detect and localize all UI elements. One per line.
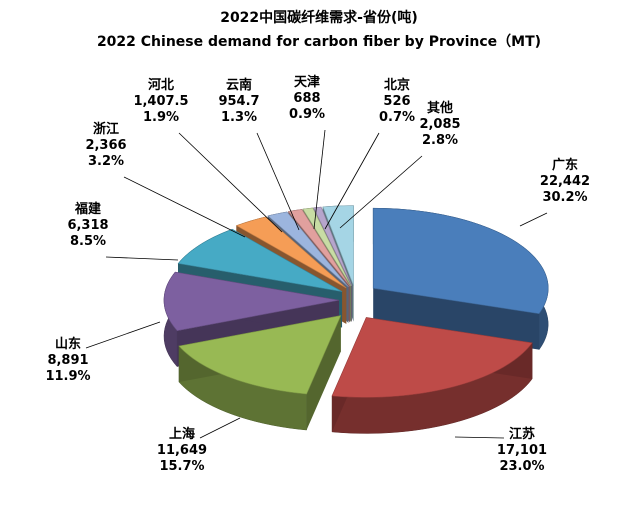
slice-7 — [287, 209, 351, 287]
slice-label-name-9: 北京 — [384, 77, 410, 93]
slice-label-percent-label-10: 2.8% — [422, 133, 458, 148]
slice-label-percent-label-8: 0.9% — [289, 107, 325, 122]
slice-8 — [302, 207, 352, 287]
slice-label-value-label-5: 2,366 — [85, 138, 126, 153]
leader-lines — [85, 129, 548, 439]
leader-line-4 — [105, 256, 179, 261]
slice-label-name-8: 天津 — [294, 74, 320, 90]
leader-line-7 — [256, 132, 300, 231]
slice-label-name-1: 江苏 — [509, 426, 535, 442]
leader-line-8 — [313, 129, 326, 230]
slice-5 — [235, 216, 347, 289]
slice-label-value-label-1: 17,101 — [497, 443, 547, 458]
slice-4 — [177, 228, 343, 292]
slice-label-percent-label-7: 1.3% — [221, 110, 257, 125]
slice-label-value-label-9: 526 — [383, 94, 410, 109]
chart-subtitle: 2022 Chinese demand for carbon fiber by … — [97, 34, 541, 50]
slice-edge-0-1 — [373, 288, 540, 350]
slice-label-percent-label-3: 11.9% — [45, 369, 90, 384]
slice-0 — [372, 207, 549, 315]
slice-label-name-5: 浙江 — [93, 121, 119, 137]
slice-label-name-2: 上海 — [169, 426, 195, 442]
slice-label-percent-label-2: 15.7% — [159, 459, 204, 474]
slice-label-value-label-3: 8,891 — [47, 353, 88, 368]
pie-slices — [163, 205, 549, 434]
slice-label-name-10: 其他 — [427, 100, 453, 116]
slice-label-value-label-10: 2,085 — [419, 117, 460, 132]
slice-label-percent-label-4: 8.5% — [70, 234, 106, 249]
leader-line-1 — [454, 436, 505, 439]
slice-1 — [331, 317, 533, 398]
slice-label-value-label-8: 688 — [293, 91, 320, 106]
leader-line-10 — [339, 155, 423, 229]
slice-label-percent-label-1: 23.0% — [499, 459, 544, 474]
leader-line-0 — [519, 212, 548, 227]
slice-label-percent-label-9: 0.7% — [379, 110, 415, 125]
slice-label-percent-label-0: 30.2% — [542, 190, 587, 205]
slice-label-percent-label-6: 1.9% — [143, 110, 179, 125]
slice-label-value-label-4: 6,318 — [67, 218, 108, 233]
slice-label-name-7: 云南 — [226, 77, 252, 93]
slice-9 — [313, 206, 353, 287]
slice-label-value-label-2: 11,649 — [157, 443, 207, 458]
slice-label-name-6: 河北 — [148, 77, 174, 93]
leader-line-6 — [178, 132, 283, 233]
chart-title: 2022中国碳纤维需求-省份(吨) — [220, 9, 418, 26]
slice-label-percent-label-5: 3.2% — [88, 154, 124, 169]
slice-label-value-label-7: 954.7 — [218, 94, 259, 109]
leader-line-5 — [123, 176, 246, 238]
leader-line-3 — [85, 321, 161, 349]
leader-line-2 — [199, 417, 241, 439]
slice-2 — [178, 315, 342, 395]
leader-line-9 — [324, 132, 380, 230]
slice-label-name-4: 福建 — [74, 201, 101, 217]
slice-label-name-3: 山东 — [55, 336, 81, 352]
slice-3 — [163, 271, 340, 332]
slice-label-value-label-0: 22,442 — [540, 174, 590, 189]
slice-label-value-label-6: 1,407.5 — [133, 94, 188, 109]
slice-6 — [267, 211, 349, 288]
slice-label-name-0: 广东 — [552, 157, 578, 173]
